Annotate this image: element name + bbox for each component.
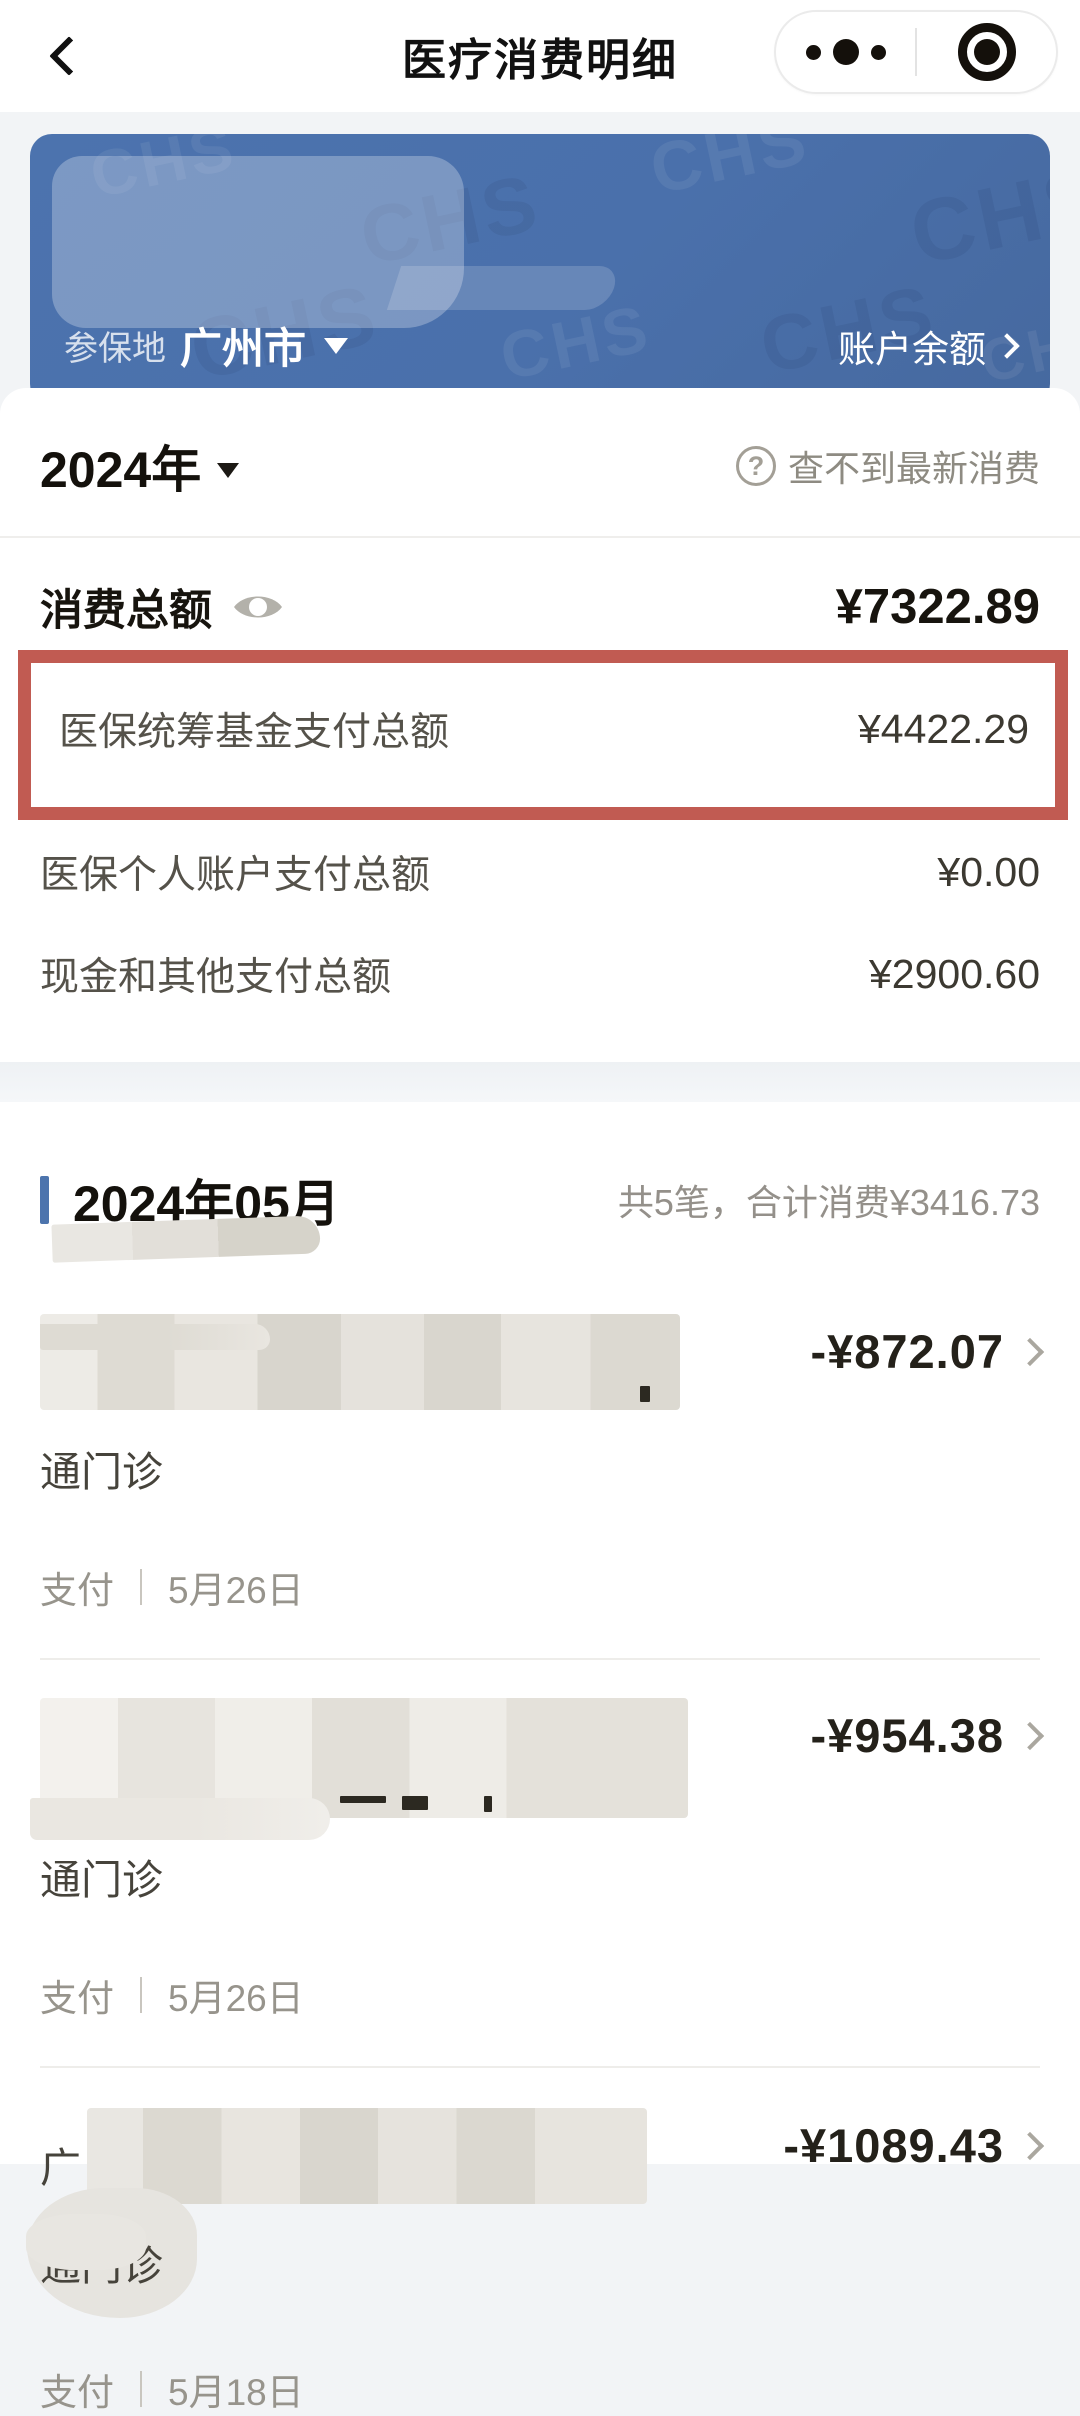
- transaction-date: 5月26日: [168, 1570, 304, 1611]
- more-dots-icon: [805, 39, 886, 65]
- personal-account-label: 医保个人账户支付总额: [40, 854, 431, 897]
- year-summary-card: 2024年 ? 查不到最新消费 消费总额 ¥7322.89 医保统筹基金支付总额…: [0, 388, 1080, 1062]
- page-title: 医疗消费明细: [402, 36, 678, 85]
- section-gap: [0, 1062, 1080, 1102]
- personal-account-value: ¥0.00: [937, 848, 1040, 895]
- notice-label: 查不到最新消费: [787, 448, 1040, 489]
- transaction-amount: -¥954.38: [810, 1709, 1004, 1762]
- highlight-annotation-box: 医保统筹基金支付总额 ¥4422.29: [18, 650, 1068, 820]
- divider: [40, 2066, 1040, 2068]
- banner-section: CHS CHS CHS CHS CHS CHS CHS CHS 参保地 广州市 …: [0, 112, 1080, 406]
- chevron-right-icon: [994, 332, 1020, 359]
- transaction-date: 5月26日: [168, 1978, 304, 2019]
- transaction-amount-link[interactable]: -¥872.07: [810, 1324, 1045, 1379]
- pooled-fund-value: ¥4422.29: [857, 705, 1029, 752]
- banner-watermark: CHS: [643, 134, 817, 209]
- transaction-item[interactable]: -¥872.07 通门诊 支付 5月26日: [40, 1236, 1045, 1660]
- month-transactions-card: 2024年05月 共5笔，合计消费¥3416.73 -¥872.07 通门诊 支…: [0, 1102, 1080, 2413]
- transaction-date: 5月18日: [168, 2372, 304, 2413]
- divider: [40, 1658, 1040, 1660]
- summary-row: 医保统筹基金支付总额 ¥4422.29: [59, 687, 1029, 771]
- transaction-amount-link[interactable]: -¥954.38: [810, 1708, 1045, 1763]
- redacted-hospital-name: [27, 2108, 647, 2318]
- transaction-status: 支付: [40, 2372, 114, 2413]
- redacted-hospital-name: [30, 1698, 688, 1840]
- pooled-fund-label: 医保统筹基金支付总额: [59, 711, 450, 754]
- obscured-text-fragment: [340, 1796, 492, 1812]
- transaction-status: 支付: [40, 1978, 114, 2019]
- eye-toggle-icon[interactable]: [232, 590, 284, 624]
- navbar: 医疗消费明细: [0, 0, 1080, 112]
- transaction-item[interactable]: -¥954.38 通门诊 支付 5月26日: [30, 1660, 1045, 2068]
- transaction-amount-link[interactable]: -¥1089.43: [783, 2118, 1045, 2173]
- insurance-card-banner: CHS CHS CHS CHS CHS CHS CHS CHS 参保地 广州市 …: [30, 134, 1050, 406]
- meta-divider: [140, 2371, 142, 2407]
- cash-other-value: ¥2900.60: [868, 950, 1040, 997]
- transaction-amount: -¥872.07: [810, 1325, 1004, 1378]
- redacted-hospital-name: [40, 1314, 680, 1410]
- chevron-right-icon: [1015, 1337, 1045, 1366]
- transaction-amount: -¥1089.43: [783, 2119, 1004, 2172]
- meta-divider: [140, 1977, 142, 2013]
- transaction-name-prefix: 广: [40, 2145, 81, 2191]
- divider: [0, 536, 1080, 538]
- cash-other-label: 现金和其他支付总额: [40, 956, 392, 999]
- insured-region-selector[interactable]: 参保地 广州市: [64, 315, 349, 376]
- target-circle-icon: [957, 23, 1016, 81]
- year-label: 2024年: [40, 442, 202, 498]
- accent-bar: [40, 1176, 49, 1224]
- miniprogram-capsule: [774, 10, 1058, 94]
- close-minimize-button[interactable]: [917, 12, 1056, 92]
- transaction-status: 支付: [40, 1570, 114, 1611]
- chevron-right-icon: [1015, 1721, 1045, 1750]
- summary-row: 医保个人账户支付总额 ¥0.00: [40, 820, 1040, 906]
- meta-divider: [140, 1569, 142, 1605]
- help-question-icon: ?: [735, 446, 776, 486]
- obscured-text-fragment: [640, 1386, 650, 1402]
- caret-down-icon: [324, 337, 349, 354]
- redacted-name-blob: [52, 156, 464, 328]
- total-consumption-label: 消费总额: [40, 587, 212, 635]
- summary-row: 现金和其他支付总额 ¥2900.60: [40, 906, 1040, 1016]
- region-value: 广州市: [180, 325, 307, 372]
- chevron-right-icon: [1015, 2131, 1045, 2160]
- transaction-name-line2: 通门诊: [40, 1449, 163, 1495]
- missing-consumption-help[interactable]: ? 查不到最新消费: [735, 440, 1040, 492]
- account-balance-link[interactable]: 账户余额: [838, 319, 1020, 373]
- caret-down-icon: [217, 462, 240, 478]
- capsule-divider: [915, 28, 917, 76]
- total-consumption-value: ¥7322.89: [835, 580, 1040, 634]
- more-options-button[interactable]: [776, 12, 915, 92]
- month-count-summary: 共5笔，合计消费¥3416.73: [617, 1182, 1040, 1223]
- redaction-blob: [26, 2214, 146, 2270]
- year-selector[interactable]: 2024年: [40, 430, 240, 502]
- region-label: 参保地: [64, 330, 166, 368]
- transaction-name-line2: 通门诊: [40, 1857, 163, 1903]
- banner-watermark: CHS: [901, 145, 1050, 284]
- transaction-item[interactable]: 广 -¥1089.43 通门诊 支付 5月18日: [26, 2068, 1045, 2416]
- balance-label: 账户余额: [838, 328, 986, 370]
